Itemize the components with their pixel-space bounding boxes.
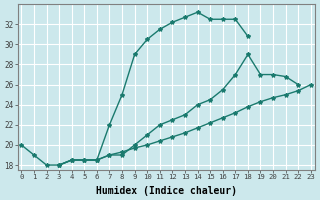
X-axis label: Humidex (Indice chaleur): Humidex (Indice chaleur) xyxy=(96,186,236,196)
